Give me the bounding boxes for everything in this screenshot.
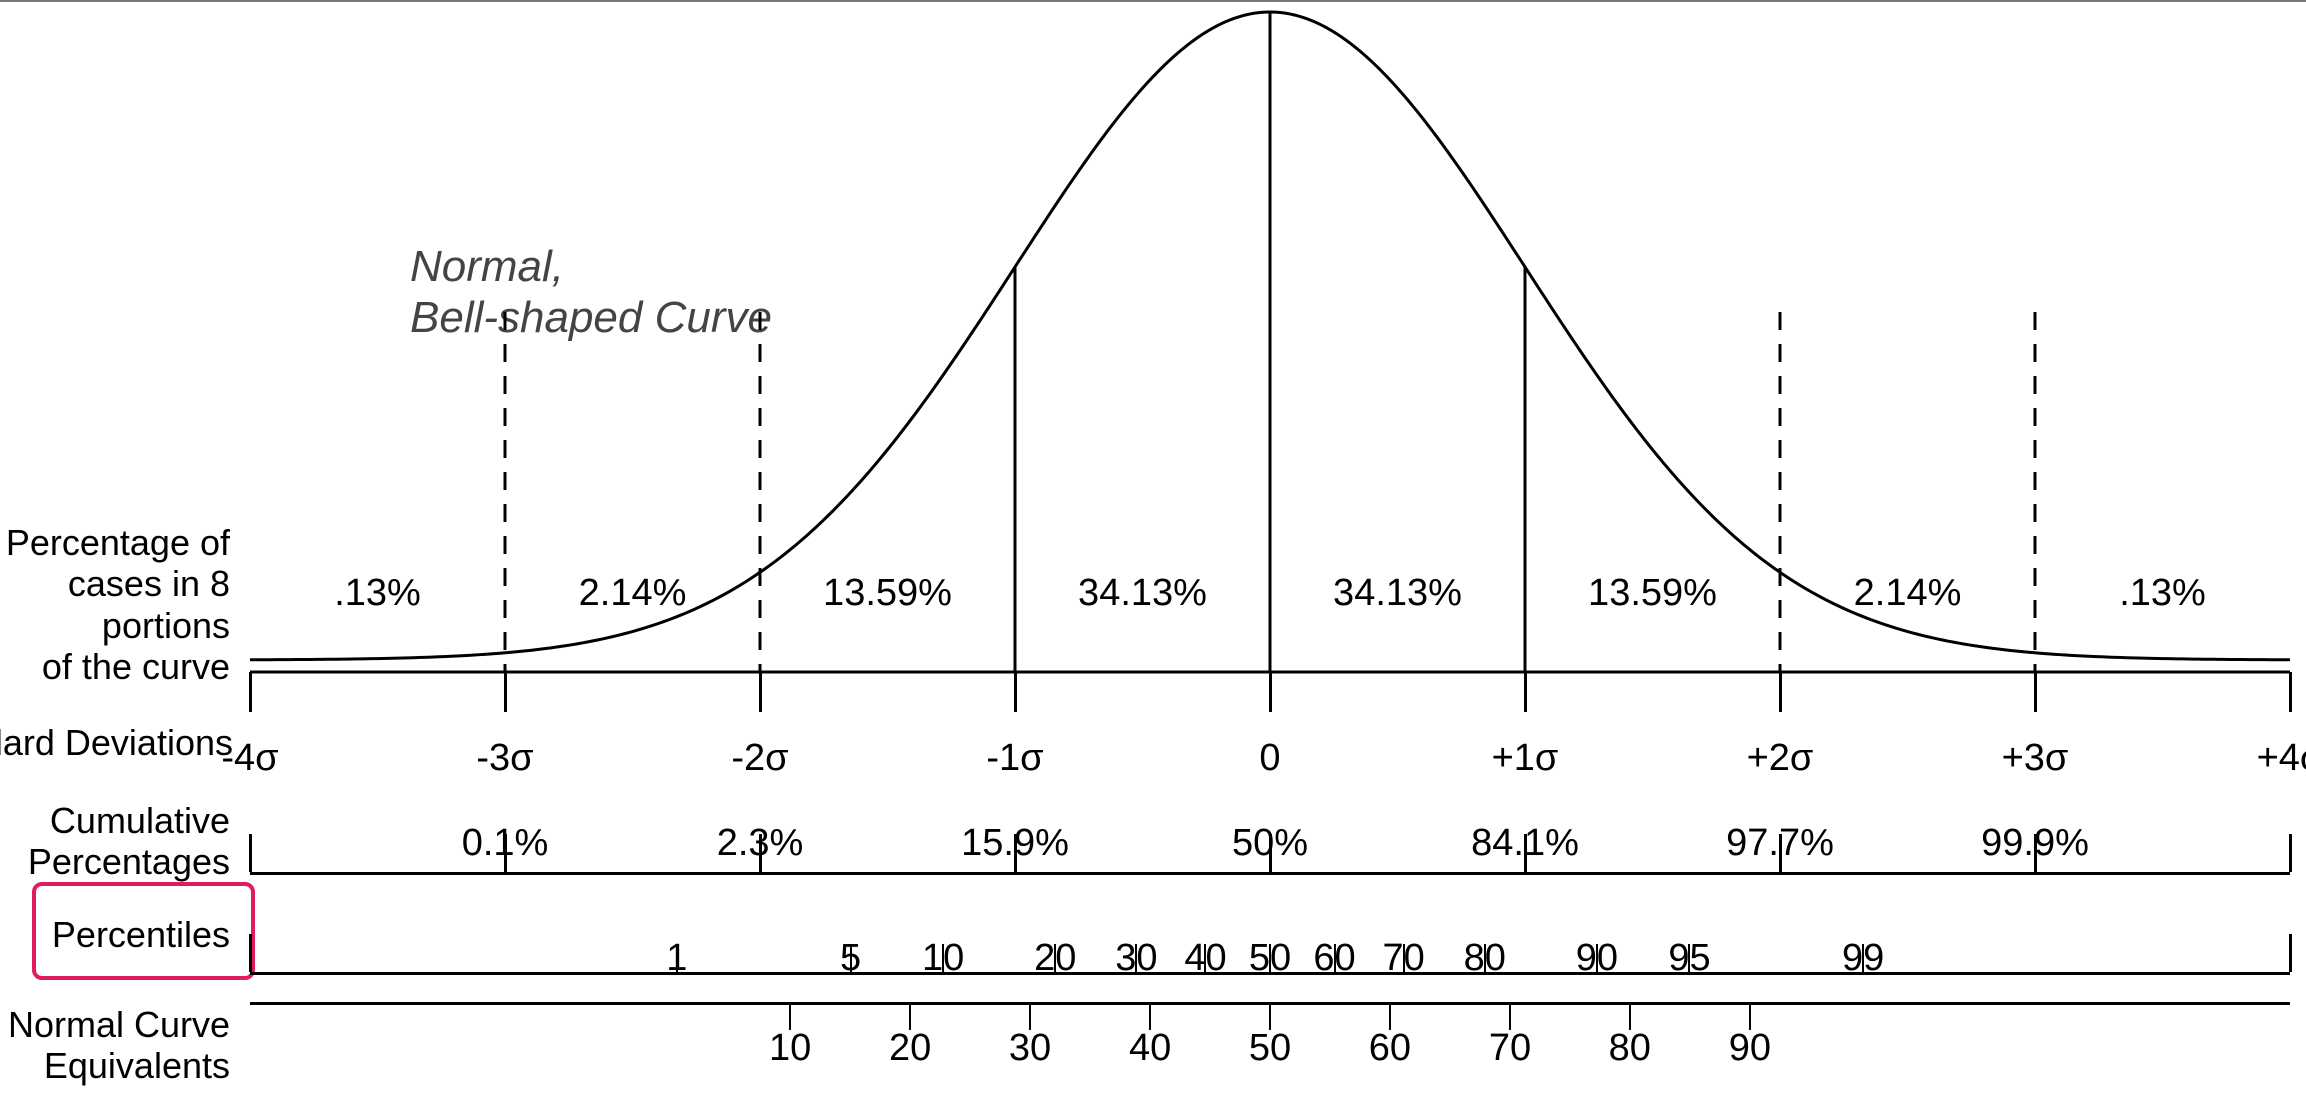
- percentile-label: 60: [1313, 937, 1355, 980]
- area-pct-label: 2.14%: [579, 572, 687, 615]
- percentile-label: 10: [922, 937, 964, 980]
- cum-pct-label: 97.7%: [1726, 822, 1834, 865]
- axis-tick: [2034, 672, 2037, 712]
- area-pct-label: 2.14%: [1854, 572, 1962, 615]
- percentile-label: 5: [840, 937, 861, 980]
- sd-label: -3σ: [476, 737, 533, 780]
- axis-tick: [249, 934, 252, 972]
- axis-tick: [1029, 1002, 1031, 1030]
- axis-tick: [2289, 672, 2292, 712]
- cum-pct-label: 50%: [1232, 822, 1308, 865]
- axis-tick: [1269, 1002, 1271, 1030]
- percentile-label: 99: [1842, 937, 1884, 980]
- percentile-label: 80: [1464, 937, 1506, 980]
- nce-label: 40: [1129, 1027, 1171, 1070]
- percentile-label: 70: [1382, 937, 1424, 980]
- cum-pct-label: 84.1%: [1471, 822, 1579, 865]
- axis-line: [250, 872, 2290, 875]
- axis-tick: [1509, 1002, 1511, 1030]
- area-pct-label: 34.13%: [1078, 572, 1207, 615]
- axis-tick: [2289, 834, 2292, 872]
- axis-tick: [1269, 672, 1272, 712]
- area-pct-label: .13%: [2119, 572, 2206, 615]
- sd-label: +2σ: [1747, 737, 1814, 780]
- percentile-label: 40: [1184, 937, 1226, 980]
- axis-tick: [249, 672, 252, 712]
- axis-tick: [1149, 1002, 1151, 1030]
- normal-curve-diagram: Normal, Bell-shaped Curve Percentage of …: [0, 0, 2306, 1110]
- axis-tick: [759, 672, 762, 712]
- area-pct-label: .13%: [334, 572, 421, 615]
- nce-label: 70: [1489, 1027, 1531, 1070]
- sd-label: 0: [1259, 737, 1280, 780]
- axis-tick: [909, 1002, 911, 1030]
- axis-tick: [504, 672, 507, 712]
- axis-tick: [1389, 1002, 1391, 1030]
- cum-pct-label: 0.1%: [462, 822, 549, 865]
- nce-label: 30: [1009, 1027, 1051, 1070]
- axis-tick: [1524, 672, 1527, 712]
- axis-tick: [1629, 1002, 1631, 1030]
- percentile-label: 50: [1249, 937, 1291, 980]
- nce-label: 90: [1729, 1027, 1771, 1070]
- sd-label: -2σ: [731, 737, 788, 780]
- axis-tick: [1779, 672, 1782, 712]
- area-pct-label: 13.59%: [1588, 572, 1717, 615]
- nce-label: 50: [1249, 1027, 1291, 1070]
- nce-label: 10: [769, 1027, 811, 1070]
- percentile-label: 90: [1576, 937, 1618, 980]
- cum-pct-label: 2.3%: [717, 822, 804, 865]
- percentile-label: 20: [1034, 937, 1076, 980]
- area-pct-label: 34.13%: [1333, 572, 1462, 615]
- sd-label: +1σ: [1492, 737, 1559, 780]
- axis-tick: [1014, 672, 1017, 712]
- cum-pct-label: 99.9%: [1981, 822, 2089, 865]
- nce-label: 60: [1369, 1027, 1411, 1070]
- sd-label: +3σ: [2002, 737, 2069, 780]
- sd-label: -1σ: [986, 737, 1043, 780]
- nce-label: 80: [1609, 1027, 1651, 1070]
- axis-tick: [789, 1002, 791, 1030]
- axis-tick: [1749, 1002, 1751, 1030]
- cum-pct-label: 15.9%: [961, 822, 1069, 865]
- percentile-label: 1: [666, 937, 687, 980]
- percentile-label: 95: [1668, 937, 1710, 980]
- nce-label: 20: [889, 1027, 931, 1070]
- percentile-label: 30: [1115, 937, 1157, 980]
- axis-tick: [2289, 934, 2292, 972]
- axis-tick: [249, 834, 252, 872]
- sd-label: -4σ: [221, 737, 278, 780]
- area-pct-label: 13.59%: [823, 572, 952, 615]
- sd-label: +4σ: [2257, 737, 2306, 780]
